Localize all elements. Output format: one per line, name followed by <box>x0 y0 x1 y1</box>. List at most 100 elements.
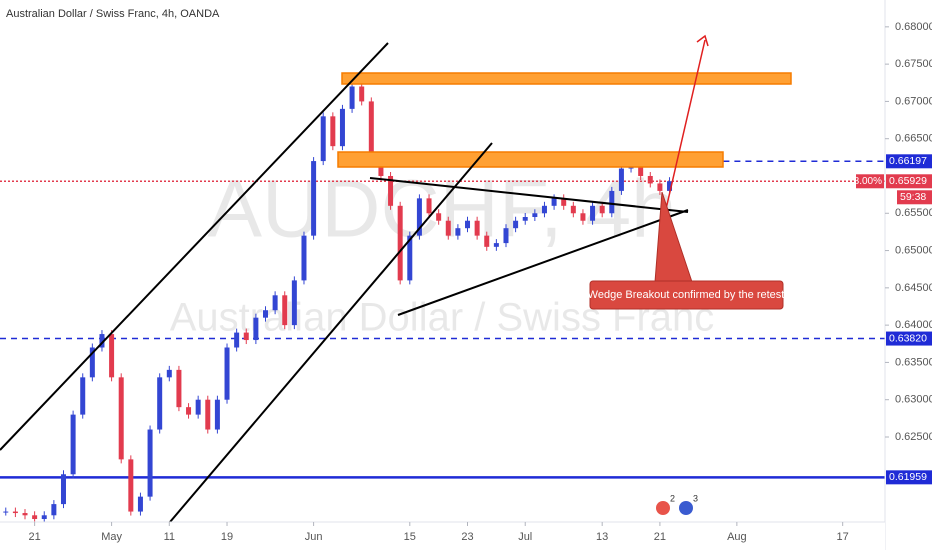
candle <box>291 280 297 326</box>
candle <box>195 399 201 415</box>
candle <box>89 347 95 378</box>
zone <box>337 151 724 168</box>
price-label-box <box>886 331 932 346</box>
x-tick-label: 23 <box>461 531 473 543</box>
candle <box>80 377 86 415</box>
axes: 0.68000 0.67500 0.67000 0.66500 0.65500 0.650… <box>29 21 932 543</box>
callout-text: Wedge Breakout confirmed by the retest <box>588 289 785 301</box>
y-tick-label: 0.65000 <box>895 244 932 256</box>
event-icon <box>679 501 693 515</box>
candle <box>109 334 115 378</box>
candle <box>320 116 326 162</box>
candle <box>339 108 345 147</box>
candle <box>397 205 403 281</box>
candle <box>465 220 471 229</box>
y-tick-label: 0.62500 <box>895 431 932 443</box>
price-label: 0.66197 <box>889 155 927 167</box>
y-tick-label: 0.66500 <box>895 133 932 145</box>
watermark-symbol: AUDCHF, 4h <box>207 164 676 255</box>
price-label: 0.65929 <box>889 175 927 187</box>
price-label-box <box>886 154 932 169</box>
candle <box>70 414 76 475</box>
change-box <box>856 174 884 189</box>
y-tick-label: 0.67500 <box>895 58 932 70</box>
x-tick-label: Jul <box>518 531 532 543</box>
y-tick-label: 0.64500 <box>895 282 932 294</box>
candle <box>445 220 451 236</box>
candle <box>474 220 480 236</box>
x-tick-label: Jun <box>305 531 323 543</box>
drawings: Wedge Breakout confirmed by the retest <box>0 34 792 523</box>
candle <box>618 168 624 191</box>
candles <box>3 82 673 524</box>
x-tick-label: May <box>101 531 122 543</box>
candle <box>599 205 605 214</box>
candle <box>157 377 163 430</box>
x-tick-label: 21 <box>654 531 666 543</box>
price-axis <box>885 0 932 550</box>
wedge-line <box>369 177 689 213</box>
candle <box>609 190 615 214</box>
candle <box>243 332 249 341</box>
candle <box>12 511 18 514</box>
candle <box>205 399 211 430</box>
candle <box>416 198 422 236</box>
candle <box>407 235 413 281</box>
candle <box>253 317 259 341</box>
candle <box>147 429 153 497</box>
candle <box>378 161 384 176</box>
y-tick-label: 0.64000 <box>895 319 932 331</box>
chart-title: Australian Dollar / Swiss Franc, 4h, OAN… <box>6 8 220 20</box>
y-tick-label: 0.63000 <box>895 394 932 406</box>
candle <box>657 183 663 191</box>
candle <box>99 334 105 348</box>
arrow-head <box>696 34 709 47</box>
y-tick-label: 0.68000 <box>895 21 932 33</box>
candle <box>166 369 172 378</box>
candle <box>368 101 374 162</box>
candle <box>32 515 38 520</box>
candle <box>3 511 9 513</box>
x-tick-label: 11 <box>164 531 175 543</box>
x-tick-label: 19 <box>221 531 233 543</box>
zone <box>341 72 792 85</box>
candle <box>667 181 673 191</box>
x-tick-label: Aug <box>727 531 747 543</box>
candle <box>426 198 432 214</box>
candle <box>532 213 538 218</box>
channel-line <box>0 42 389 451</box>
candle <box>176 369 182 408</box>
event-count: 3 <box>693 493 698 503</box>
y-tick-label: 0.65500 <box>895 207 932 219</box>
candle <box>647 175 653 184</box>
x-tick-label: 17 <box>837 531 849 543</box>
candle <box>118 377 124 460</box>
candle <box>60 474 66 505</box>
x-tick-label: 21 <box>29 531 41 543</box>
candle <box>561 198 567 206</box>
countdown-label: 59:38 <box>900 191 926 203</box>
candle <box>272 295 278 311</box>
candle <box>330 116 336 147</box>
y-tick-label: 0.63500 <box>895 356 932 368</box>
price-label: 0.63820 <box>889 332 927 344</box>
time-axis <box>0 522 885 550</box>
levels <box>0 160 885 479</box>
candle <box>128 459 134 512</box>
candle <box>234 332 240 348</box>
y-tick-label: 0.67000 <box>895 95 932 107</box>
price-label-box <box>886 174 932 189</box>
countdown-box <box>897 190 932 205</box>
candle <box>513 220 519 229</box>
candle <box>311 161 317 236</box>
candle <box>41 515 47 520</box>
channel-line <box>169 142 493 523</box>
candle <box>436 213 442 221</box>
arrow <box>659 39 706 236</box>
candle <box>22 513 28 516</box>
candle <box>455 228 461 236</box>
event-icons: 2 3 <box>656 493 698 515</box>
candle <box>388 175 394 206</box>
